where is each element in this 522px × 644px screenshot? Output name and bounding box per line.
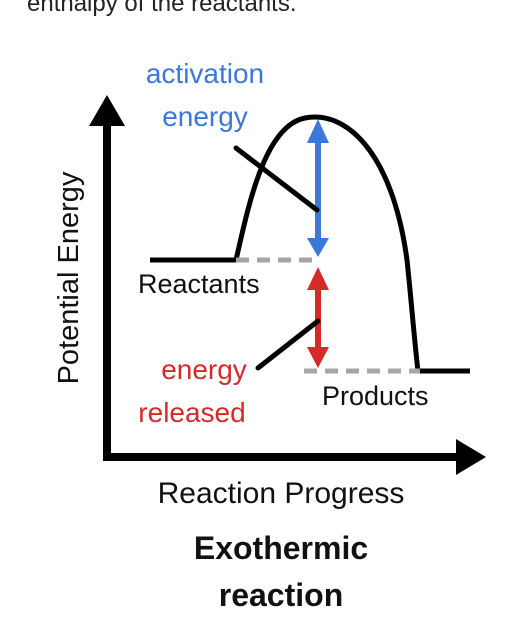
x-axis-label: Reaction Progress	[158, 477, 405, 510]
activation-label-line-1: activation	[146, 58, 264, 89]
activation-label-leader-line	[233, 145, 320, 213]
diagram-caption-line-1: Exothermic	[194, 530, 368, 566]
activation-energy-arrow-up-head	[307, 119, 329, 143]
energy-released-arrow-up-head	[307, 267, 329, 290]
reactants-label: Reactants	[138, 269, 260, 299]
products-label: Products	[322, 381, 429, 411]
energy-released-label-line-1: energy	[161, 354, 247, 385]
x-axis-arrowhead	[456, 439, 486, 475]
activation-energy-arrow-down-head	[307, 238, 329, 257]
diagram-caption-line-2: reaction	[219, 577, 343, 613]
activation-label-line-2: energy	[162, 101, 248, 132]
energy-released-label-line-2: released	[138, 397, 245, 428]
energy-released-arrow-down-head	[307, 347, 329, 368]
y-axis-label: Potential Energy	[53, 171, 85, 384]
released-label-leader-line	[255, 318, 321, 371]
clipped-intro-text: enthalpy of the reactants.	[27, 0, 297, 17]
reaction-energy-curve	[150, 114, 470, 374]
y-axis-arrowhead	[89, 95, 125, 126]
